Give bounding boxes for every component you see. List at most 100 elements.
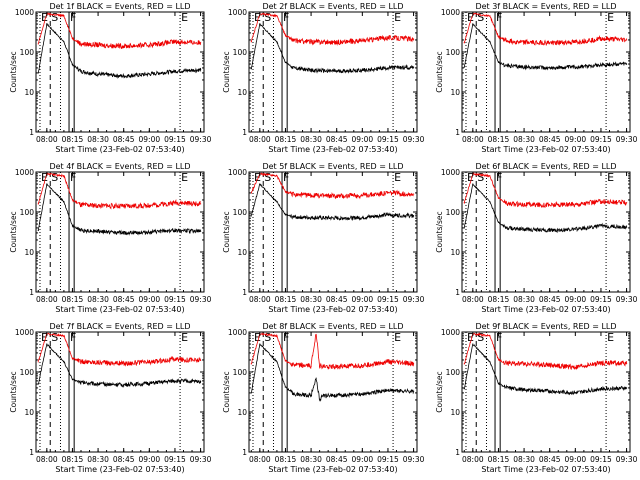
series-events-point [123, 75, 125, 77]
x-tick-label: 09:30 [403, 135, 425, 144]
marker-label: S [51, 331, 58, 344]
series-lld-point [63, 335, 65, 337]
series-events-point [387, 389, 389, 391]
x-tick-label: 08:45 [326, 455, 348, 464]
series-events-point [123, 384, 125, 386]
series-events-point [71, 64, 74, 66]
series-lld-point [506, 362, 508, 364]
x-tick-label: 09:00 [352, 135, 374, 144]
series-lld-point [80, 43, 82, 45]
x-tick-label: 09:30 [616, 135, 638, 144]
panel-title: Det 1f BLACK = Events, RED = LLD [49, 2, 190, 11]
marker-label: E [41, 331, 48, 344]
series-lld-point [489, 15, 491, 17]
series-events-point [361, 217, 363, 219]
marker-label: F [70, 11, 76, 24]
series-events-point [574, 228, 576, 230]
series-events-point [259, 23, 261, 25]
x-tick-label: 08:15 [275, 455, 297, 464]
series-events-point [625, 63, 628, 65]
series-events-point [174, 380, 176, 382]
series-events-point [80, 381, 82, 383]
series-lld-point [199, 42, 202, 44]
series-events-point [250, 68, 252, 70]
y-tick-label: 1 [29, 448, 34, 457]
series-events-point [97, 73, 99, 75]
x-tick-label: 08:45 [539, 135, 561, 144]
series-events-point [625, 387, 628, 389]
series-events-point [148, 382, 150, 384]
series-lld-point [80, 204, 82, 206]
series-events-point [361, 393, 363, 395]
marker-label: E [607, 11, 614, 24]
series-events-point [387, 214, 389, 216]
series-events-point [71, 225, 74, 227]
marker-label: S [477, 331, 484, 344]
series-lld-point [625, 362, 628, 364]
x-tick-label: 08:30 [87, 455, 109, 464]
series-lld-point [174, 358, 176, 360]
series-events-point [625, 226, 628, 228]
y-tick-label: 1 [29, 128, 34, 137]
x-tick-label: 09:00 [352, 295, 374, 304]
x-tick-label: 08:00 [462, 295, 484, 304]
marker-label: E [181, 171, 188, 184]
plot-frame [461, 11, 631, 133]
y-tick-label: 100 [446, 208, 461, 217]
marker-label: F [496, 11, 502, 24]
series-events-point [199, 380, 202, 383]
x-tick-label: 08:30 [513, 455, 535, 464]
series-lld-line [37, 332, 201, 367]
series-events-point [46, 183, 48, 185]
series-events-line [37, 183, 201, 236]
series-lld-point [387, 361, 389, 363]
plot-frame [35, 11, 205, 133]
y-axis-label: Counts/sec [222, 51, 231, 92]
series-events-point [549, 229, 551, 231]
series-lld-point [80, 361, 82, 363]
series-lld-point [148, 361, 150, 363]
series-events-line [37, 343, 201, 388]
series-lld-point [71, 199, 74, 201]
x-tick-label: 08:00 [36, 295, 58, 304]
y-axis-label: Counts/sec [9, 371, 18, 412]
series-events-point [322, 394, 324, 397]
series-events-point [361, 69, 363, 71]
series-events-point [497, 61, 500, 63]
x-tick-label: 08:45 [539, 295, 561, 304]
series-lld-line [464, 332, 627, 371]
series-lld-point [123, 205, 125, 207]
series-lld-line [250, 12, 414, 46]
x-tick-label: 08:00 [462, 135, 484, 144]
series-events-point [284, 61, 287, 63]
marker-label: E [394, 331, 401, 344]
series-lld-point [387, 192, 389, 194]
series-lld-point [37, 203, 39, 205]
x-tick-label: 09:15 [377, 295, 399, 304]
marker-label: E [41, 11, 48, 24]
series-lld-point [37, 43, 39, 45]
x-tick-label: 08:00 [36, 455, 58, 464]
series-lld-point [322, 366, 324, 368]
marker-label: E [254, 11, 261, 24]
panel-title: Det 6f BLACK = Events, RED = LLD [475, 162, 616, 171]
series-events-point [336, 394, 338, 397]
y-tick-label: 10 [237, 408, 247, 417]
series-lld-point [463, 363, 465, 365]
x-tick-label: 08:15 [275, 295, 297, 304]
series-lld-point [284, 360, 287, 362]
series-events-point [574, 66, 576, 68]
marker-label: E [254, 171, 261, 184]
series-events-point [472, 23, 474, 25]
series-lld-point [387, 36, 389, 39]
series-lld-point [625, 39, 628, 41]
series-lld-point [463, 42, 465, 44]
x-tick-label: 08:15 [62, 295, 84, 304]
series-lld-point [549, 364, 551, 366]
series-lld-line [250, 172, 414, 200]
series-lld-point [97, 361, 99, 363]
series-events-line [463, 183, 627, 234]
